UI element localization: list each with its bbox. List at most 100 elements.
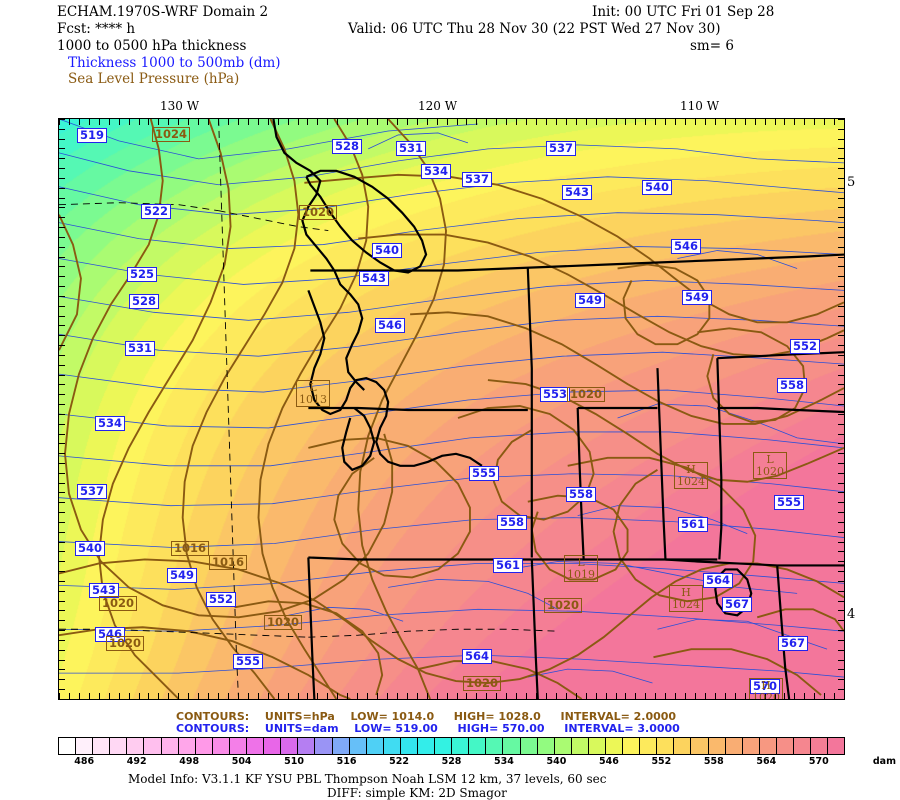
axis-tick [838,639,844,650]
contour-path [234,600,384,696]
colorbar-cell [144,738,162,754]
axis-tick [744,693,755,699]
axis-tick [59,158,65,168]
axis-tick [337,693,347,699]
axis-tick [327,119,337,125]
thk-interval: INTERVAL= 3.0000 [564,722,680,735]
axis-tick [277,119,288,125]
axis-tick [838,148,844,158]
lat-tick-50n: 5 [847,175,856,190]
axis-tick [317,119,327,125]
axis-tick [675,693,685,699]
colorbar-cell [537,738,555,754]
axis-tick [178,693,188,699]
map-top-ticks [59,119,844,125]
axis-tick [59,639,65,650]
axis-tick [68,119,79,125]
axis-tick [59,364,65,375]
axis-tick [838,600,844,611]
colorbar-tick: 504 [231,756,252,767]
axis-tick [838,335,844,345]
axis-tick [838,187,844,198]
thickness-contour-label: 537 [546,141,577,156]
axis-tick [834,693,844,699]
axis-tick [138,693,149,699]
axis-tick [59,315,65,326]
axis-tick [208,119,218,125]
colorbar[interactable] [58,737,845,755]
axis-tick [838,305,844,316]
axis-tick [396,693,407,699]
contour-path [59,280,844,321]
axis-tick [838,315,844,326]
axis-tick [838,551,844,561]
axis-tick [714,119,725,125]
axis-tick [516,693,526,699]
axis-tick [317,693,327,699]
thickness-contour-label: 558 [497,515,528,530]
axis-tick [59,630,65,640]
slp-contour-label: 1020 [99,596,138,611]
axis-tick [59,119,69,125]
lon-tick-110w: 110 W [680,99,720,113]
axis-tick [824,693,834,699]
colorbar-cell [469,738,487,754]
axis-tick [838,207,844,217]
axis-tick [838,590,844,601]
axis-tick [838,286,844,296]
pressure-center-type: H [686,463,696,476]
contour-path [59,517,844,548]
thickness-contour-label: 555 [469,466,500,481]
axis-tick [178,119,188,125]
axis-tick [838,630,844,640]
contour-path [526,268,533,558]
axis-tick [814,119,824,125]
thickness-contour-label: 543 [89,583,120,598]
axis-tick [605,119,616,125]
contour-path [577,505,748,534]
map-panel[interactable]: 519 522 525 528 531 534 537 540 543 546 549 552 555 5… [58,118,845,700]
contour-path [272,119,365,391]
pressure-center-marker: L 1020 [753,452,787,479]
axis-tick [416,119,427,125]
axis-tick [526,119,536,125]
pressure-center-value: 1024 [672,597,700,611]
axis-tick [377,119,387,125]
colorbar-tick: 498 [179,756,200,767]
thickness-contour-label: 555 [233,654,264,669]
axis-tick [59,521,65,532]
pressure-center-marker: H 1024 [674,462,708,489]
axis-tick [59,236,65,247]
thickness-contour-label: 528 [129,294,160,309]
colorbar-cell [588,738,606,754]
slp-contour-label: 1020 [567,387,606,402]
contour-path [388,579,558,610]
axis-tick [347,693,357,699]
colorbar-cell [520,738,538,754]
contour-path [567,456,757,603]
axis-tick [838,138,844,149]
axis-tick [838,453,844,463]
thickness-contour-label: 558 [777,378,808,393]
thk-low: LOW= 519.00 [354,722,438,735]
thickness-contour-label: 549 [575,293,606,308]
thickness-contour-label: 537 [77,484,108,499]
axis-tick [406,119,417,125]
axis-tick [665,693,675,699]
contour-path [288,606,404,622]
colorbar-cell [657,738,675,754]
axis-tick [838,227,844,237]
thickness-contour-label: 561 [493,558,524,573]
colorbar-tick: 570 [808,756,829,767]
axis-tick [838,128,844,139]
axis-tick [516,119,526,125]
pressure-center-value: 1013 [299,392,327,406]
contour-path [308,628,558,638]
axis-tick [198,119,208,125]
contour-path [59,315,844,357]
axis-tick [227,693,238,699]
axis-tick [605,693,616,699]
contour-path [218,210,329,232]
axis-tick [257,119,268,125]
axis-tick [377,693,387,699]
